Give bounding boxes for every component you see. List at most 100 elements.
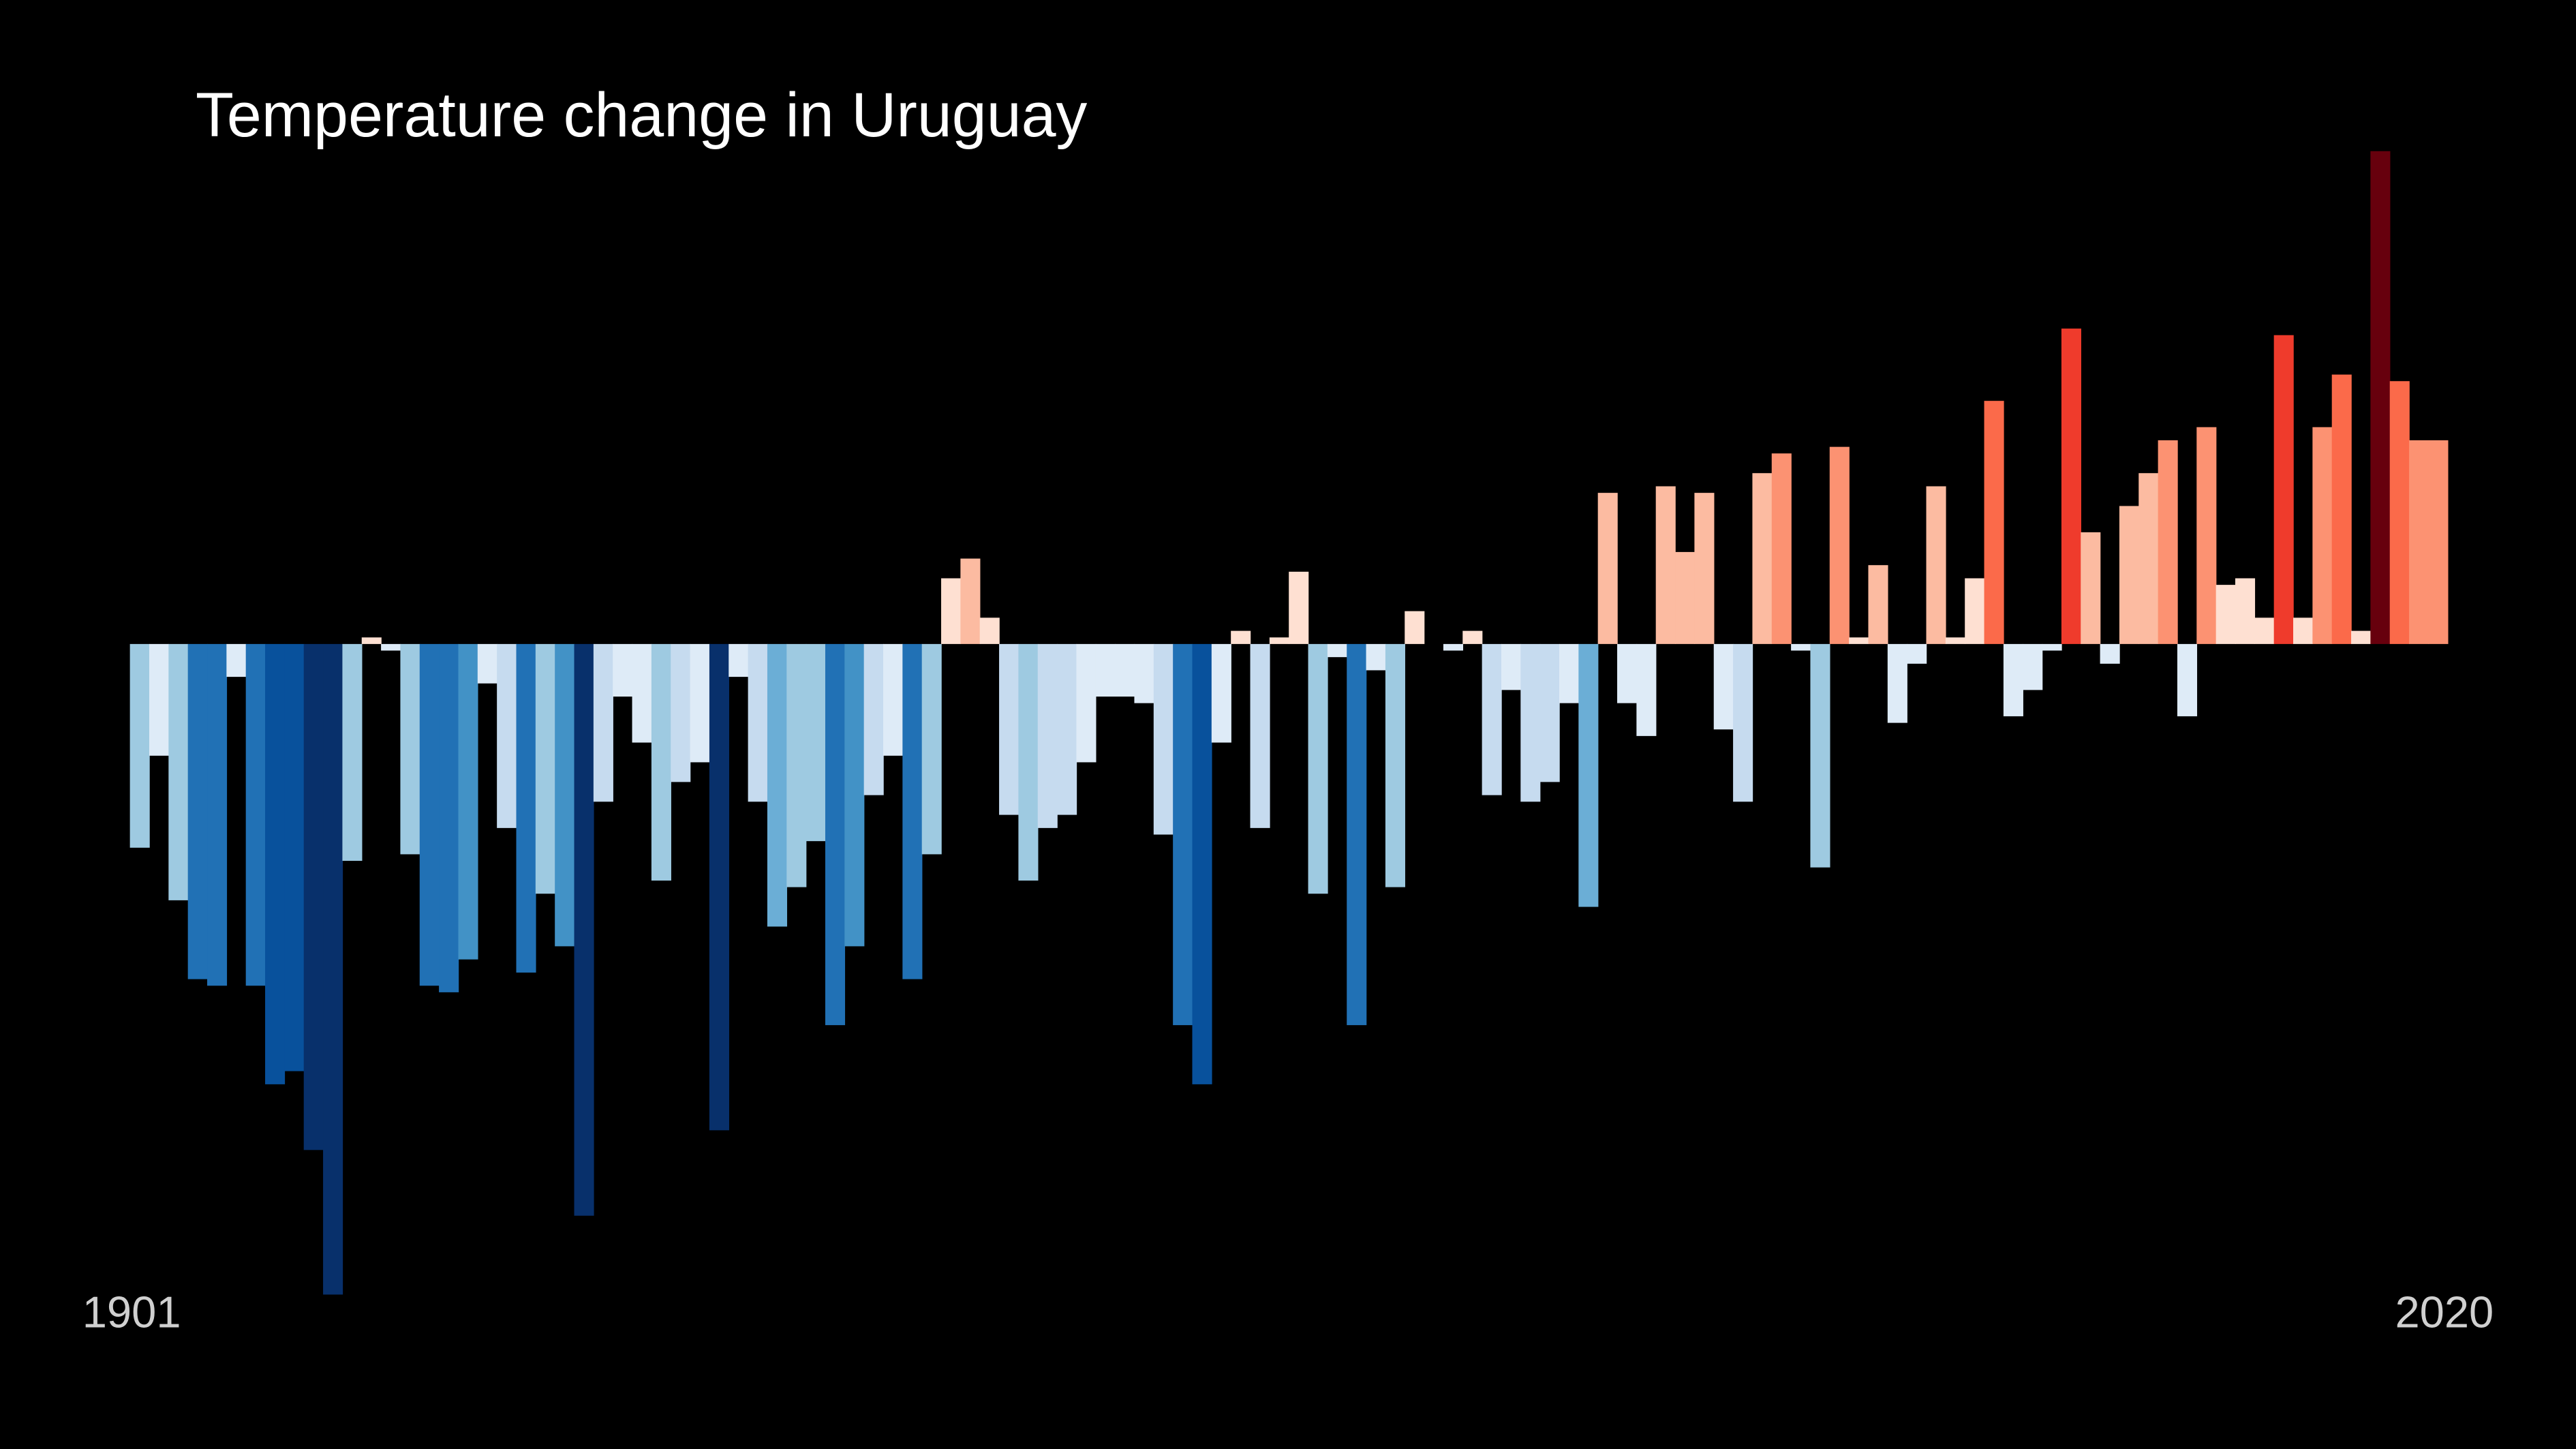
bar bbox=[535, 643, 555, 894]
bar bbox=[1482, 643, 1502, 795]
bar bbox=[1211, 643, 1231, 743]
bar bbox=[2293, 617, 2314, 644]
bar bbox=[2119, 506, 2140, 644]
bar bbox=[149, 643, 170, 756]
bar bbox=[323, 643, 343, 1295]
bar bbox=[632, 643, 652, 743]
bar bbox=[786, 643, 807, 887]
bar bbox=[1443, 643, 1464, 651]
bar bbox=[593, 643, 613, 802]
bar bbox=[1153, 643, 1174, 835]
bar bbox=[458, 643, 478, 960]
bar bbox=[1945, 637, 1965, 644]
bar bbox=[1289, 571, 1309, 644]
bar bbox=[168, 643, 189, 900]
bar bbox=[1694, 493, 1715, 644]
bar bbox=[1366, 643, 1386, 671]
bar bbox=[129, 643, 150, 848]
bar bbox=[1173, 643, 1193, 1026]
bar bbox=[1115, 643, 1135, 697]
bar bbox=[2100, 643, 2120, 664]
bar bbox=[2042, 643, 2062, 651]
bar bbox=[516, 643, 536, 973]
bar bbox=[2389, 381, 2410, 644]
bar bbox=[1675, 551, 1696, 644]
bar bbox=[187, 643, 208, 979]
bar bbox=[671, 643, 691, 782]
bar bbox=[651, 643, 671, 881]
bar bbox=[921, 643, 942, 855]
bar bbox=[400, 643, 420, 855]
bar bbox=[902, 643, 923, 979]
bar bbox=[1405, 611, 1425, 644]
bar bbox=[284, 643, 305, 1071]
bar bbox=[2196, 427, 2217, 644]
bar bbox=[342, 643, 363, 861]
bar bbox=[883, 643, 904, 756]
bar bbox=[1269, 637, 1289, 644]
bar bbox=[2312, 427, 2333, 644]
bar bbox=[729, 643, 749, 677]
bar bbox=[1018, 643, 1039, 881]
bar bbox=[1868, 565, 1888, 644]
bar bbox=[2215, 585, 2236, 644]
bar bbox=[1327, 643, 1347, 658]
bar bbox=[844, 643, 865, 947]
bar bbox=[2138, 473, 2159, 644]
bar bbox=[1057, 643, 1077, 815]
bar bbox=[748, 643, 768, 802]
bar bbox=[1655, 486, 1676, 644]
bar bbox=[245, 643, 266, 986]
bar bbox=[439, 643, 459, 992]
bar bbox=[2158, 440, 2178, 644]
bar bbox=[2273, 335, 2294, 644]
x-tick-label: 1901 bbox=[82, 1287, 181, 1337]
bar bbox=[1965, 578, 1985, 644]
bar bbox=[497, 643, 517, 828]
bar bbox=[1752, 473, 1773, 644]
bar bbox=[1907, 643, 1927, 664]
bar bbox=[941, 578, 962, 644]
bar bbox=[265, 643, 286, 1084]
bar bbox=[960, 558, 981, 644]
bar bbox=[303, 643, 324, 1150]
bar bbox=[806, 643, 826, 842]
bar bbox=[2428, 440, 2449, 644]
bar bbox=[709, 643, 729, 1131]
bar bbox=[2409, 440, 2429, 644]
bar bbox=[2003, 643, 2023, 716]
bar bbox=[2081, 532, 2101, 644]
bar bbox=[1520, 643, 1541, 802]
bar bbox=[1076, 643, 1097, 763]
bar bbox=[1791, 643, 1811, 651]
bar bbox=[1926, 486, 1946, 644]
bar bbox=[361, 637, 382, 644]
bar bbox=[767, 643, 788, 927]
bar bbox=[2023, 643, 2043, 690]
bar bbox=[2177, 643, 2198, 716]
bar bbox=[825, 643, 846, 1026]
bar bbox=[1231, 630, 1251, 644]
bar bbox=[1771, 453, 1792, 644]
bar bbox=[477, 643, 497, 684]
bar bbox=[1501, 643, 1522, 690]
bar bbox=[979, 617, 1000, 644]
bar bbox=[1250, 643, 1270, 828]
bar bbox=[1713, 643, 1734, 730]
bar bbox=[1308, 643, 1328, 894]
bar bbox=[226, 643, 247, 677]
chart-title: Temperature change in Uruguay bbox=[196, 80, 1088, 150]
bar bbox=[1578, 643, 1599, 907]
x-tick-label: 2020 bbox=[2395, 1287, 2494, 1337]
bar bbox=[1559, 643, 1580, 703]
bar bbox=[1037, 643, 1058, 828]
bar bbox=[1539, 643, 1560, 782]
bar bbox=[1385, 643, 1405, 887]
bar bbox=[999, 643, 1019, 815]
bar bbox=[419, 643, 440, 986]
bar bbox=[1617, 643, 1638, 703]
bar bbox=[1462, 630, 1483, 644]
bar bbox=[1636, 643, 1657, 736]
bar bbox=[2370, 151, 2391, 644]
